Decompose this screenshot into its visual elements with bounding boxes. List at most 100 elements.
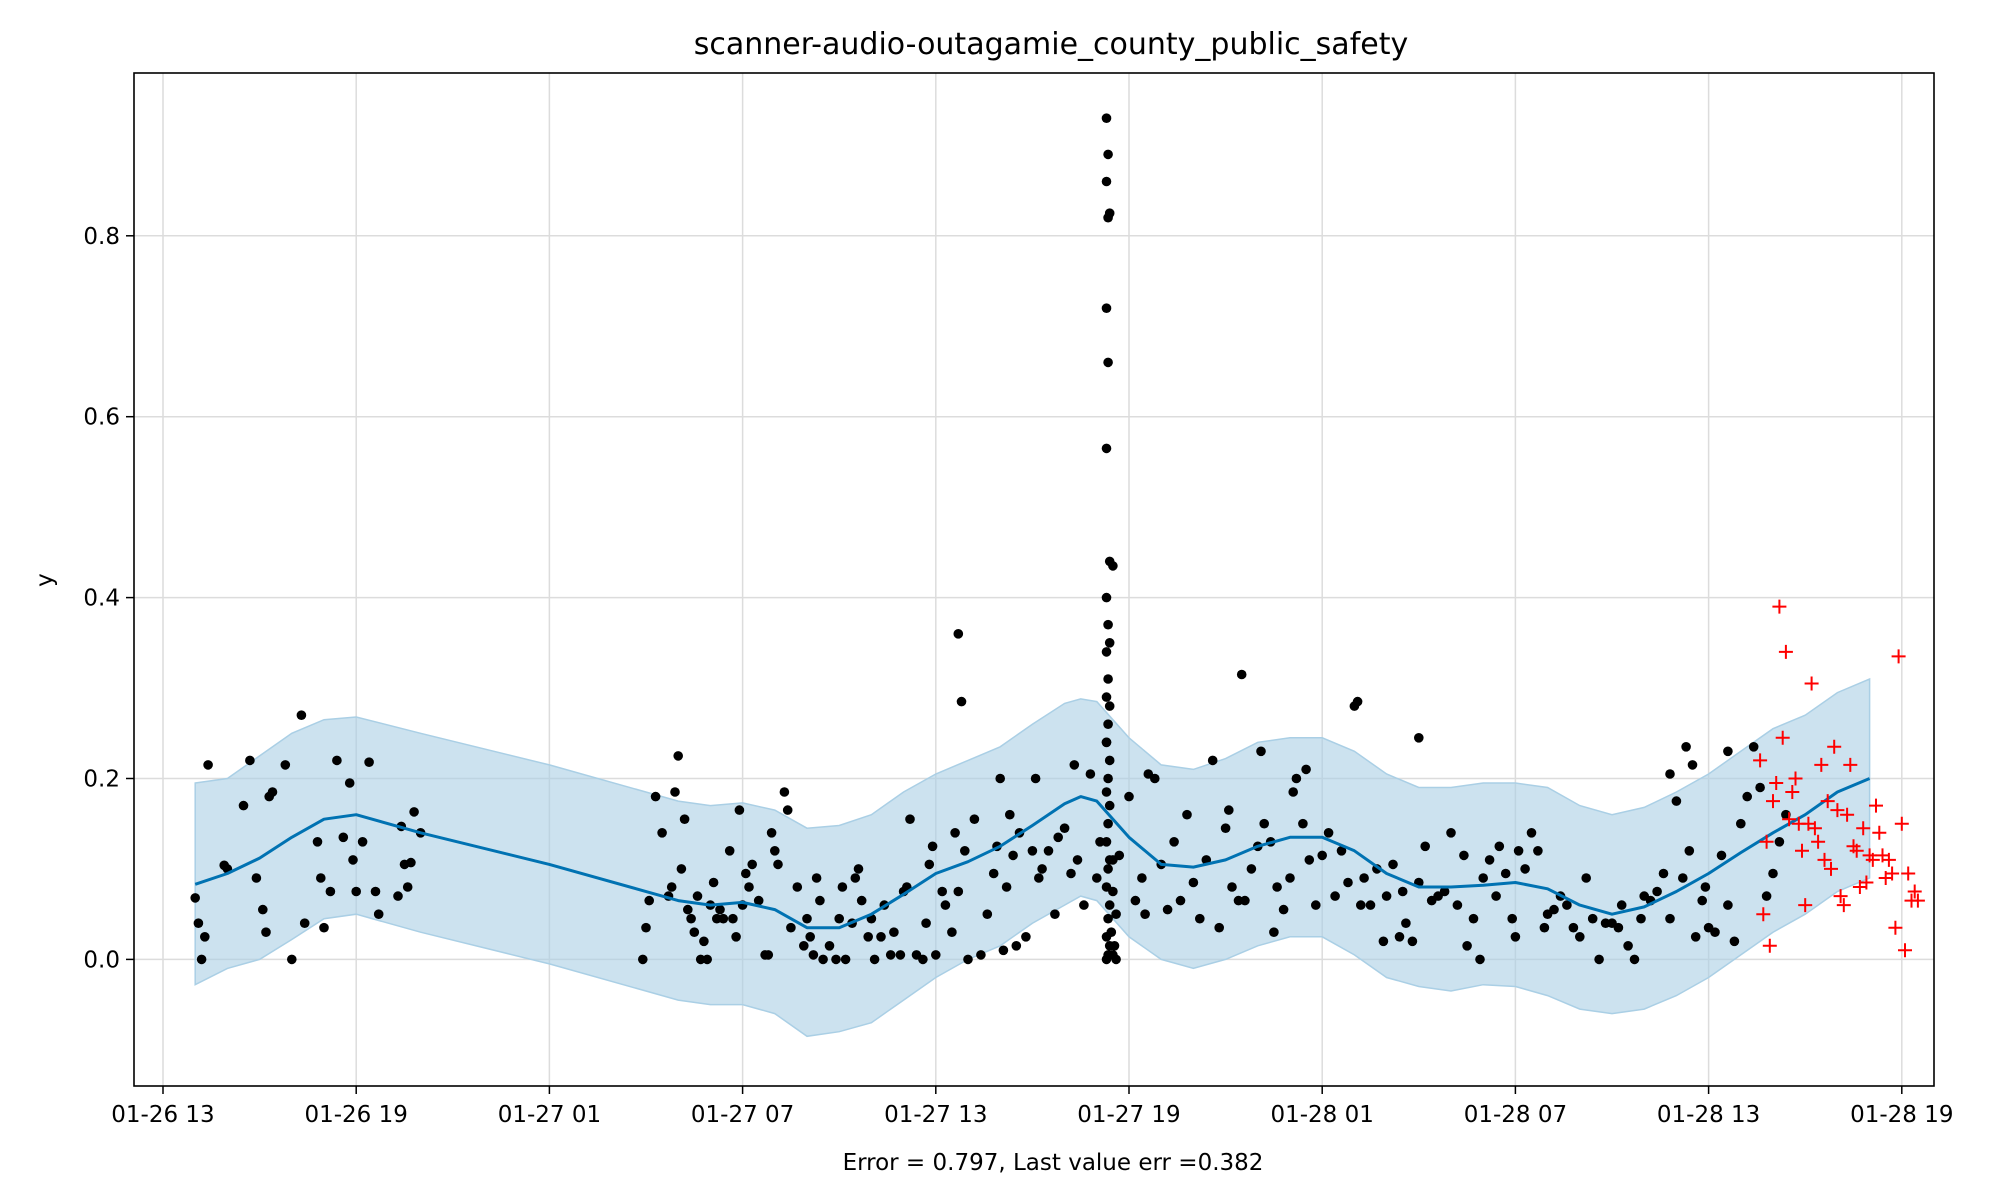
observed-point [296, 710, 307, 720]
observed-point [1150, 773, 1160, 784]
future-point [1836, 898, 1851, 913]
observed-point [960, 846, 970, 856]
observed-point [1079, 900, 1089, 910]
observed-point [1162, 904, 1173, 915]
observed-point [1468, 913, 1479, 924]
observed-point [792, 882, 803, 892]
observed-point [1104, 701, 1115, 711]
observed-point [676, 864, 687, 874]
observed-point [1729, 936, 1740, 947]
future-point [1811, 834, 1826, 849]
observed-point [1636, 913, 1646, 924]
observed-point [728, 913, 738, 924]
observed-point [193, 918, 204, 928]
observed-point [1716, 850, 1727, 861]
future-point [1901, 866, 1916, 881]
observed-point [1549, 904, 1559, 915]
observed-point [773, 859, 783, 870]
observed-point [1330, 891, 1340, 901]
observed-point [251, 873, 262, 883]
observed-point [1005, 809, 1015, 820]
observed-point [1008, 850, 1018, 861]
observed-point [840, 954, 851, 965]
observed-point [744, 882, 754, 892]
future-point [1795, 843, 1809, 858]
observed-point [319, 922, 329, 933]
observed-point [1072, 855, 1083, 865]
observed-point [734, 805, 745, 815]
observed-point [1291, 773, 1302, 784]
observed-point [1301, 764, 1311, 775]
observed-point [1085, 769, 1096, 779]
y-tick-label: 0.0 [83, 947, 120, 973]
observed-point [1336, 846, 1347, 856]
observed-point [1285, 873, 1295, 883]
future-point [1798, 898, 1813, 913]
axis-ticks: 01-26 13 01-26 19 01-27 01 01-27 07 01-27 13… [83, 224, 1953, 1128]
observed-point [1256, 746, 1266, 757]
future-point [1885, 866, 1900, 881]
x-axis-label: Error = 0.797, Last value err =0.382 [843, 1150, 1264, 1176]
observed-point [782, 805, 793, 815]
observed-point [1484, 855, 1495, 865]
observed-point [312, 837, 323, 847]
observed-point [1500, 868, 1511, 879]
observed-point [267, 787, 278, 797]
observed-point [770, 846, 780, 856]
observed-point [1774, 837, 1785, 847]
future-point [1881, 852, 1896, 867]
observed-point [1665, 913, 1675, 924]
observed-point [1613, 922, 1624, 933]
observed-point [1510, 932, 1521, 942]
observed-point [895, 950, 906, 960]
observed-point [1539, 922, 1550, 933]
observed-point [1304, 855, 1315, 865]
observed-point [1343, 877, 1353, 888]
observed-point [699, 936, 709, 947]
observed-point [982, 909, 993, 919]
observed-point [1227, 882, 1237, 892]
observed-point [956, 696, 967, 707]
observed-point [1103, 864, 1113, 874]
observed-point [1420, 841, 1430, 852]
observed-point [1037, 864, 1047, 874]
forecast-line [194, 777, 1871, 930]
observed-point [1317, 850, 1327, 861]
observed-point [918, 954, 928, 965]
observed-point [344, 778, 355, 788]
y-tick-label: 0.4 [83, 586, 120, 612]
future-point [1824, 861, 1838, 876]
observed-point [702, 954, 712, 965]
observed-point [641, 922, 651, 933]
x-tick-label: 01-28 07 [1464, 1102, 1567, 1128]
observed-point [834, 913, 844, 924]
observed-point [1103, 357, 1113, 368]
observed-point [1356, 900, 1366, 910]
observed-point [1069, 760, 1080, 770]
observed-point [1298, 818, 1308, 829]
observed-point [741, 868, 751, 879]
x-tick-label: 01-27 01 [498, 1102, 601, 1128]
observed-point [1104, 855, 1115, 865]
observed-point [831, 954, 841, 965]
observed-point [1439, 886, 1450, 897]
observed-point [1520, 864, 1530, 874]
observed-point [1109, 941, 1120, 951]
future-point [1782, 812, 1797, 827]
observed-point [969, 814, 980, 824]
observed-point [1616, 900, 1627, 910]
observed-point [1224, 805, 1234, 815]
x-tick-label: 01-26 13 [111, 1102, 214, 1128]
observed-point [1475, 954, 1485, 965]
observed-point [409, 807, 419, 817]
observed-point [238, 800, 249, 811]
observed-point [976, 950, 986, 960]
observed-point [815, 895, 825, 906]
observed-point [1623, 941, 1633, 951]
observed-point [657, 828, 667, 838]
observed-point [1259, 818, 1269, 829]
future-point [1772, 599, 1787, 614]
observed-point [953, 629, 964, 639]
observed-point [963, 954, 973, 965]
